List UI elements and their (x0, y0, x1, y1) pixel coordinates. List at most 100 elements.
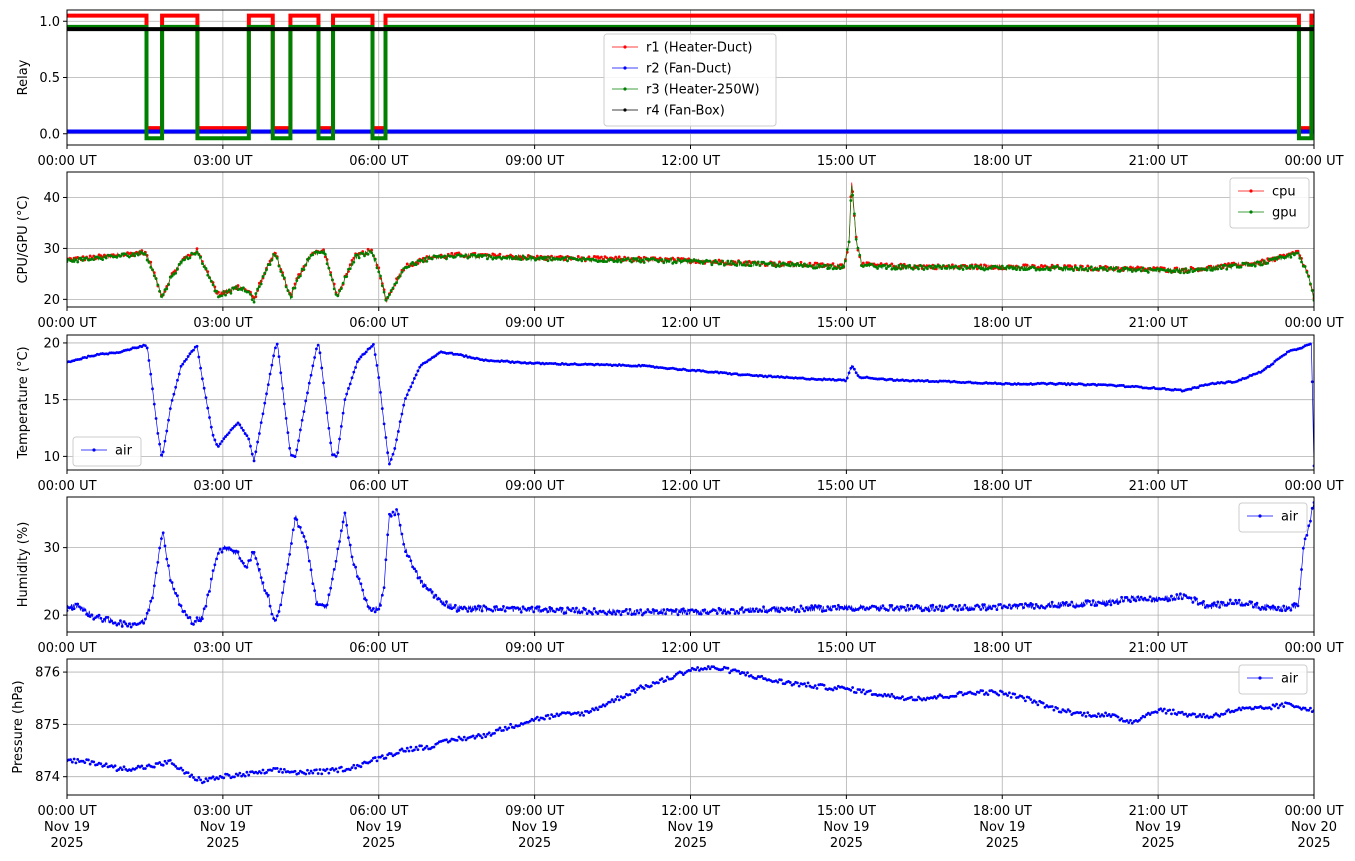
data-point (236, 550, 240, 554)
data-point (585, 612, 589, 616)
data-point (537, 718, 541, 722)
data-point (295, 518, 299, 522)
data-point (756, 610, 760, 614)
data-point (815, 686, 819, 690)
data-point (1246, 375, 1250, 379)
data-point (206, 779, 210, 783)
data-point (1070, 267, 1074, 271)
data-point (222, 437, 226, 441)
data-point (1086, 711, 1090, 715)
data-point (742, 610, 746, 614)
data-point (633, 612, 637, 616)
x-tick-date: Nov 19 (356, 820, 402, 835)
data-point (238, 556, 242, 560)
data-point (1196, 714, 1200, 718)
data-point (662, 261, 666, 265)
data-point (407, 388, 411, 392)
data-point (375, 759, 379, 763)
data-point (642, 261, 646, 264)
data-point (76, 602, 80, 606)
data-point (471, 734, 475, 738)
data-point (274, 346, 277, 350)
data-point (343, 398, 347, 402)
data-point (215, 557, 219, 561)
data-point (240, 774, 243, 778)
x-tick-label: 15:00 UT (817, 479, 876, 494)
data-point (275, 342, 279, 346)
data-point (1129, 268, 1132, 271)
data-point (152, 584, 156, 588)
data-point (600, 705, 603, 709)
data-point (546, 259, 550, 263)
data-point (1116, 602, 1120, 605)
data-point (270, 363, 274, 367)
data-point (272, 354, 276, 358)
data-point (845, 376, 849, 380)
data-point (461, 738, 464, 742)
data-point (439, 600, 443, 603)
data-point (1084, 714, 1088, 718)
x-tick-label: 09:00 UT (505, 154, 564, 169)
data-point (1127, 598, 1131, 602)
data-point (368, 346, 372, 350)
data-point (742, 671, 746, 675)
data-point (753, 609, 757, 613)
data-point (149, 266, 153, 269)
data-point (192, 776, 195, 779)
data-point (1275, 257, 1278, 261)
legend-box (603, 33, 777, 127)
data-point (448, 739, 452, 743)
data-point (1145, 269, 1148, 273)
data-point (247, 773, 251, 777)
data-point (161, 763, 165, 767)
data-point (940, 267, 944, 271)
data-point (478, 734, 482, 738)
data-point (1018, 268, 1022, 272)
data-point (252, 550, 256, 554)
data-point (1262, 259, 1266, 263)
data-point (1004, 692, 1008, 696)
data-point (696, 666, 700, 669)
data-point (272, 617, 276, 620)
data-point (377, 607, 381, 611)
data-point (117, 622, 121, 625)
data-point (657, 260, 660, 264)
data-point (817, 263, 821, 267)
data-point (306, 768, 309, 772)
data-point (423, 746, 427, 750)
data-point (665, 675, 669, 679)
data-point (90, 613, 94, 617)
x-tick-year: 2025 (1142, 836, 1175, 851)
data-point (1170, 594, 1173, 598)
data-point (236, 773, 240, 777)
data-point (72, 757, 76, 761)
data-point (1084, 266, 1088, 270)
data-point (1138, 598, 1141, 602)
data-point (163, 544, 167, 548)
data-point (370, 251, 374, 255)
data-point (154, 277, 158, 281)
data-point (270, 258, 274, 262)
data-point (596, 612, 600, 616)
data-point (847, 605, 851, 609)
data-point (341, 281, 345, 285)
data-point (959, 690, 963, 694)
data-point (156, 431, 160, 435)
data-point (863, 692, 867, 696)
legend: air (72, 436, 142, 467)
data-point (1146, 270, 1150, 274)
data-point (1050, 600, 1054, 604)
legend-label: r3 (Heater-250W) (646, 83, 760, 98)
data-point (279, 767, 283, 771)
data-point (1059, 603, 1063, 607)
axes-frame (66, 496, 1315, 633)
data-point (421, 260, 425, 264)
data-point (1284, 609, 1287, 613)
data-point (910, 604, 913, 608)
data-point (942, 609, 945, 612)
data-point (1127, 721, 1131, 724)
data-point (274, 618, 277, 622)
data-point (532, 256, 536, 260)
data-point (1015, 268, 1018, 272)
data-point (617, 609, 621, 613)
